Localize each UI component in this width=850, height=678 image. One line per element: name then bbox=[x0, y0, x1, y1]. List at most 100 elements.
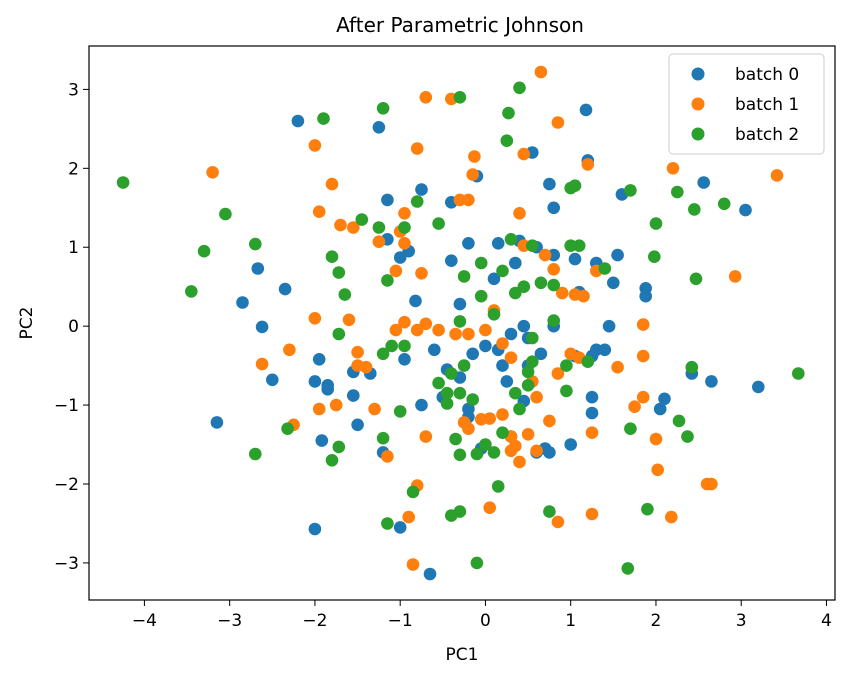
point-batch-2-27 bbox=[517, 280, 531, 294]
point-batch-1-8 bbox=[462, 193, 475, 207]
point-batch-1-12 bbox=[581, 158, 595, 171]
point-batch-2-69 bbox=[672, 414, 686, 428]
legend-box bbox=[668, 53, 825, 155]
point-batch-1-6 bbox=[410, 142, 424, 155]
legend-label-batch-1: batch 1 bbox=[735, 95, 799, 115]
point-batch-2-11 bbox=[325, 250, 339, 263]
point-batch-1-81 bbox=[543, 414, 556, 428]
point-batch-0-46 bbox=[504, 327, 518, 341]
point-batch-0-68 bbox=[423, 567, 437, 581]
point-batch-2-52 bbox=[453, 386, 467, 400]
point-batch-0-36 bbox=[739, 203, 752, 217]
point-batch-2-65 bbox=[581, 355, 595, 369]
point-batch-1-4 bbox=[308, 139, 322, 152]
point-batch-1-86 bbox=[636, 390, 650, 404]
point-batch-1-72 bbox=[483, 412, 497, 425]
point-batch-1-52 bbox=[389, 323, 403, 337]
point-batch-1-16 bbox=[347, 221, 360, 234]
point-batch-0-38 bbox=[602, 319, 616, 333]
point-batch-1-48 bbox=[432, 323, 445, 337]
y-tick-label: 0 bbox=[68, 317, 79, 337]
point-batch-1-2 bbox=[534, 65, 548, 79]
point-batch-2-6 bbox=[116, 176, 130, 189]
point-batch-1-76 bbox=[509, 439, 522, 453]
y-tick-label: −3 bbox=[54, 554, 79, 574]
point-batch-0-30 bbox=[607, 276, 620, 290]
point-batch-0-58 bbox=[347, 389, 360, 402]
point-batch-0-65 bbox=[210, 416, 224, 429]
point-batch-1-34 bbox=[636, 318, 650, 331]
point-batch-2-81 bbox=[449, 432, 462, 446]
point-batch-1-11 bbox=[517, 147, 531, 161]
point-batch-2-4 bbox=[502, 106, 515, 120]
point-batch-0-57 bbox=[351, 418, 364, 432]
point-batch-1-10 bbox=[468, 150, 481, 163]
point-batch-1-51 bbox=[398, 315, 411, 329]
x-tick-label: 4 bbox=[821, 611, 832, 631]
point-batch-2-67 bbox=[624, 422, 637, 436]
y-tick-label: 2 bbox=[68, 159, 79, 179]
point-batch-1-58 bbox=[312, 402, 326, 416]
point-batch-2-23 bbox=[496, 264, 509, 278]
x-tick-label: 1 bbox=[565, 611, 576, 631]
legend-marker-batch-2 bbox=[691, 127, 705, 141]
point-batch-1-56 bbox=[359, 360, 373, 374]
point-batch-2-19 bbox=[432, 217, 445, 230]
point-batch-1-19 bbox=[398, 207, 411, 220]
point-batch-2-10 bbox=[249, 237, 262, 251]
point-batch-0-60 bbox=[308, 375, 322, 388]
point-batch-2-87 bbox=[491, 480, 505, 493]
point-batch-0-48 bbox=[466, 347, 480, 361]
point-batch-0-1 bbox=[372, 121, 386, 134]
legend-label-batch-2: batch 2 bbox=[735, 125, 799, 145]
point-batch-1-83 bbox=[585, 507, 599, 521]
point-batch-2-34 bbox=[572, 239, 586, 252]
point-batch-2-20 bbox=[457, 270, 471, 283]
point-batch-0-47 bbox=[479, 339, 492, 353]
point-batch-1-59 bbox=[308, 312, 322, 325]
x-tick-label: 0 bbox=[480, 611, 491, 631]
point-batch-1-77 bbox=[521, 428, 535, 441]
point-batch-2-49 bbox=[432, 376, 445, 390]
point-batch-2-43 bbox=[453, 315, 467, 328]
point-batch-2-73 bbox=[332, 327, 346, 341]
point-batch-1-22 bbox=[415, 267, 428, 280]
point-batch-2-40 bbox=[717, 197, 731, 211]
point-batch-0-25 bbox=[509, 256, 522, 270]
point-batch-1-32 bbox=[770, 169, 784, 182]
point-batch-0-63 bbox=[315, 434, 329, 447]
point-batch-2-2 bbox=[453, 91, 467, 104]
point-batch-0-20 bbox=[278, 282, 292, 296]
point-batch-1-89 bbox=[665, 510, 678, 524]
y-tick-label: 3 bbox=[68, 80, 79, 100]
y-tick-label: 1 bbox=[68, 238, 79, 258]
point-batch-2-38 bbox=[671, 185, 684, 199]
point-batch-2-60 bbox=[526, 355, 539, 369]
point-batch-1-3 bbox=[551, 116, 565, 129]
point-batch-2-15 bbox=[355, 213, 369, 226]
point-batch-0-18 bbox=[251, 262, 265, 275]
point-batch-2-90 bbox=[440, 386, 454, 400]
point-batch-0-85 bbox=[653, 402, 667, 416]
point-batch-1-68 bbox=[419, 430, 433, 443]
point-batch-0-12 bbox=[491, 237, 505, 250]
point-batch-1-35 bbox=[636, 349, 650, 363]
legend-marker-batch-0 bbox=[691, 67, 705, 81]
point-batch-0-24 bbox=[487, 272, 501, 286]
point-batch-2-59 bbox=[521, 365, 535, 379]
point-batch-2-35 bbox=[598, 262, 612, 275]
point-batch-1-70 bbox=[462, 422, 475, 436]
point-batch-1-5 bbox=[325, 177, 339, 191]
point-batch-0-4 bbox=[415, 183, 428, 196]
point-batch-1-47 bbox=[449, 327, 462, 341]
legend-label-batch-0: batch 0 bbox=[735, 65, 799, 85]
point-batch-2-1 bbox=[317, 112, 330, 125]
point-batch-0-0 bbox=[291, 114, 305, 128]
point-batch-0-11 bbox=[543, 177, 556, 191]
point-batch-0-45 bbox=[517, 319, 531, 333]
point-batch-0-67 bbox=[393, 521, 407, 534]
point-batch-0-69 bbox=[308, 522, 322, 536]
point-batch-2-58 bbox=[509, 386, 522, 400]
point-batch-2-0 bbox=[376, 102, 390, 115]
